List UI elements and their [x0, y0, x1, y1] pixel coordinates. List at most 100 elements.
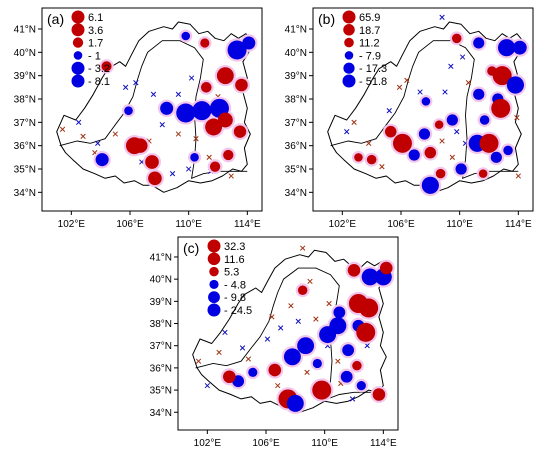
insignificant-positive-marker [351, 119, 357, 125]
station-trend-positive [491, 98, 511, 118]
station-trend-negative [408, 149, 420, 161]
legend-label: - 17.3 [359, 63, 387, 75]
station-trend-negative [342, 344, 355, 357]
station-trend-positive [354, 153, 363, 162]
station-trend-negative [297, 337, 315, 355]
insignificant-positive-marker [300, 245, 306, 251]
insignificant-positive-marker [396, 84, 403, 90]
station-trend-negative [421, 176, 439, 194]
insignificant-negative-marker [76, 119, 82, 125]
insignificant-negative-marker [264, 336, 271, 342]
station-trend-negative [503, 145, 513, 156]
insignificant-negative-marker [448, 63, 454, 69]
lat-tick-label: 38°N [285, 95, 307, 106]
lat-tick-label: 39°N [14, 71, 36, 82]
station-trend-negative [421, 97, 431, 106]
station-trend-positive [297, 285, 308, 295]
lat-tick-label: 35°N [14, 165, 36, 176]
lat-tick-label: 39°N [150, 297, 172, 308]
insignificant-positive-marker [313, 316, 319, 322]
legend-label: - 8.1 [88, 76, 110, 88]
legend-label: - 7.9 [359, 50, 381, 62]
lon-tick-label: 102°E [329, 219, 357, 230]
legend-symbol [208, 291, 220, 304]
insignificant-negative-marker [364, 343, 370, 349]
station-trend-positive [451, 33, 462, 44]
insignificant-positive-marker [326, 300, 332, 307]
station-trend-negative [479, 115, 490, 125]
insignificant-negative-marker [222, 329, 228, 336]
station-trend-negative [283, 348, 301, 366]
insignificant-positive-marker [228, 173, 234, 179]
legend-label: 65.9 [359, 12, 380, 24]
station-trend-positive [366, 154, 377, 165]
station-trend-negative [498, 39, 516, 57]
station-trend-negative [356, 381, 366, 391]
lat-tick-label: 41°N [150, 252, 172, 263]
station-trend-positive [145, 155, 159, 169]
insignificant-positive-marker [379, 164, 385, 170]
map-panel-c: 102°E 106°E 110°E 114°E 41°N 40°N 39°N 38°N 37°N… [148, 232, 406, 452]
station-trend-positive [479, 133, 499, 153]
lat-tick-label: 38°N [150, 319, 172, 330]
legend-symbol [207, 239, 221, 253]
station-trend-negative [160, 101, 174, 115]
lat-tick-label: 41°N [14, 25, 36, 36]
panel-label: (c) [183, 240, 199, 256]
insignificant-positive-marker [112, 131, 118, 137]
lon-tick-label: 114°E [370, 438, 397, 449]
legend-label: 18.7 [359, 25, 380, 37]
loess-plateau-boundary [192, 249, 389, 413]
station-trend-positive [434, 120, 444, 129]
legend-label: 6.1 [88, 12, 103, 24]
lon-tick-label: 102°E [194, 438, 222, 449]
station-trend-negative [512, 40, 527, 55]
insignificant-positive-marker [216, 349, 222, 356]
station-trend-negative [176, 103, 196, 123]
station-trend-positive [223, 149, 234, 161]
panel-label: (a) [47, 11, 64, 27]
station-trend-positive [359, 298, 379, 318]
insignificant-positive-marker [193, 136, 199, 142]
insignificant-positive-marker [439, 138, 445, 144]
station-trend-negative [319, 326, 337, 344]
station-trend-negative [242, 36, 256, 50]
station-trend-positive [356, 322, 376, 342]
legend-label: - 24.5 [224, 305, 252, 317]
station-trend-positive [200, 82, 212, 93]
legend-label: - 1 [88, 50, 101, 62]
insignificant-positive-marker [404, 77, 410, 83]
station-trend-positive [200, 38, 210, 48]
lat-tick-label: 34°N [285, 188, 307, 199]
lat-tick-label: 37°N [285, 118, 307, 129]
legend-label: 3.6 [88, 25, 103, 37]
legend-label: - 3.2 [88, 63, 110, 75]
legend-symbol [71, 10, 85, 24]
insignificant-positive-marker [269, 314, 275, 320]
station-trend-positive [101, 61, 112, 72]
insignificant-positive-marker [288, 303, 294, 309]
insignificant-positive-marker [195, 358, 202, 364]
lat-tick-label: 36°N [150, 363, 172, 374]
station-trend-negative [181, 31, 191, 41]
legend-symbol [344, 37, 354, 48]
station-trend-negative [446, 114, 458, 126]
legend-symbol [342, 10, 356, 24]
station-trend-positive [478, 169, 488, 178]
station-trend-positive [379, 261, 393, 275]
station-trend-positive [384, 125, 397, 138]
station-trend-positive [233, 125, 247, 138]
insignificant-positive-marker [366, 140, 372, 146]
insignificant-negative-marker [95, 140, 101, 146]
insignificant-positive-marker [307, 278, 313, 285]
lon-tick-label: 106°E [387, 219, 415, 230]
station-trend-positive [216, 67, 234, 85]
lat-tick-label: 35°N [150, 386, 172, 397]
insignificant-positive-marker [59, 126, 66, 132]
legend-symbol [343, 62, 355, 74]
lat-tick-label: 34°N [150, 408, 172, 419]
insignificant-negative-marker [454, 129, 460, 135]
lat-tick-label: 34°N [14, 188, 36, 199]
lon-tick-label: 106°E [252, 438, 280, 449]
station-trend-positive [392, 133, 412, 153]
